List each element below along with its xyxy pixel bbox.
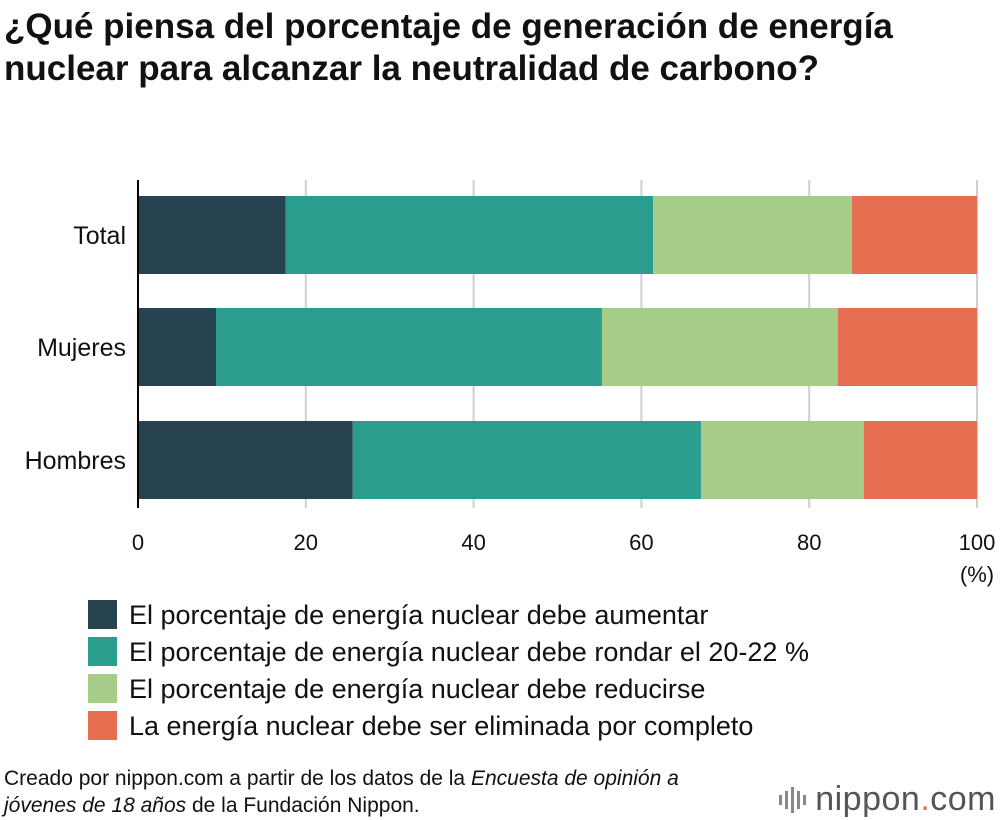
legend-item-reducirse: El porcentaje de energía nuclear debe re… (88, 670, 809, 707)
legend: El porcentaje de energía nuclear debe au… (88, 596, 809, 744)
logo-name: nippon (815, 780, 921, 818)
bar-segment (837, 308, 977, 386)
bar-segment (285, 196, 654, 274)
bar-segment (863, 421, 977, 499)
category-label: Mujeres (37, 334, 126, 362)
source-note: Creado por nippon.com a partir de los da… (4, 765, 734, 819)
source-survey-name: Encuesta de opinión a jóvenes de 18 años (4, 767, 679, 817)
logo-bars-icon (779, 786, 809, 814)
nippon-logo: nippon. com (779, 780, 996, 819)
chart-title: ¿Qué piensa del porcentaje de generación… (4, 7, 893, 88)
bar-segment (851, 196, 977, 274)
legend-label: El porcentaje de energía nuclear debe ro… (129, 636, 809, 667)
legend-swatch (88, 711, 117, 740)
legend-item-eliminada: La energía nuclear debe ser eliminada po… (88, 707, 809, 744)
bar-segment (138, 421, 353, 499)
category-label: Total (73, 222, 126, 250)
bar-segment (700, 421, 864, 499)
legend-swatch (88, 600, 117, 629)
legend-label: La energía nuclear debe ser eliminada po… (129, 710, 754, 741)
source-text-1: Creado por nippon.com a partir de los da… (4, 767, 471, 790)
x-tick-label: 80 (797, 530, 821, 555)
bar-segment (653, 196, 852, 274)
bar-segment (138, 308, 217, 386)
logo-dot: . (920, 780, 931, 818)
stacked-bar-chart: 0 20 40 60 80 100 (%) Total Mujeres Hombres (25, 180, 996, 587)
legend-swatch (88, 637, 117, 666)
x-tick-label: 0 (132, 530, 144, 555)
category-label: Hombres (25, 447, 126, 475)
bar-segment (138, 196, 286, 274)
legend-item-rondar: El porcentaje de energía nuclear debe ro… (88, 633, 809, 670)
source-text-2: de la Fundación Nippon. (186, 794, 420, 817)
x-tick-label: 100 (959, 530, 996, 555)
bar-segment (216, 308, 602, 386)
legend-label: El porcentaje de energía nuclear debe re… (129, 673, 706, 704)
logo-tld: com (930, 780, 996, 818)
x-tick-label: 60 (629, 530, 653, 555)
legend-label: El porcentaje de energía nuclear debe au… (129, 599, 709, 630)
x-tick-label: 20 (294, 530, 318, 555)
x-tick-label: 40 (461, 530, 485, 555)
legend-item-aumentar: El porcentaje de energía nuclear debe au… (88, 596, 809, 633)
legend-swatch (88, 674, 117, 703)
bar-segment (352, 421, 701, 499)
x-axis-unit: (%) (960, 562, 994, 587)
bar-segment (601, 308, 838, 386)
